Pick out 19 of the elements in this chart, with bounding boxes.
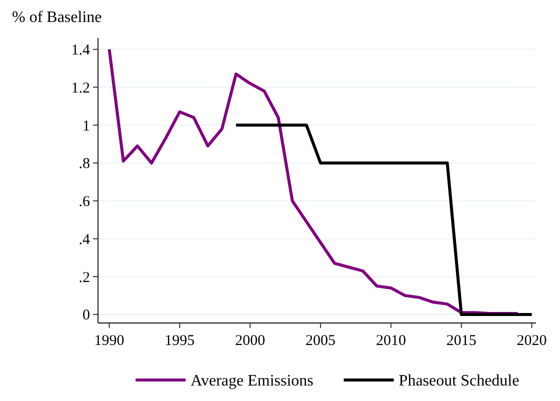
- y-axis-title: % of Baseline: [12, 9, 102, 26]
- y-tick-label: 1.4: [71, 42, 90, 59]
- x-tick-label: 2015: [446, 333, 476, 349]
- y-tick-label: 1.2: [71, 80, 90, 96]
- y-tick-label: .2: [78, 270, 90, 286]
- y-tick-label: 1: [82, 118, 90, 134]
- legend-label: Phaseout Schedule: [398, 372, 520, 390]
- x-tick-label: 2020: [516, 333, 547, 349]
- y-tick-label: 0: [82, 308, 90, 324]
- x-tick-label: 2000: [235, 333, 266, 349]
- y-tick-label: .4: [78, 232, 90, 248]
- x-tick-label: 1995: [164, 333, 195, 349]
- y-tick-label: .6: [78, 194, 90, 210]
- x-tick-label: 2005: [306, 333, 336, 349]
- y-tick-label: .8: [78, 156, 90, 172]
- x-tick-label: 1990: [94, 333, 124, 349]
- x-tick-label: 2010: [376, 333, 406, 349]
- line-series: [108, 48, 520, 316]
- legend-label: Average Emissions: [190, 372, 314, 390]
